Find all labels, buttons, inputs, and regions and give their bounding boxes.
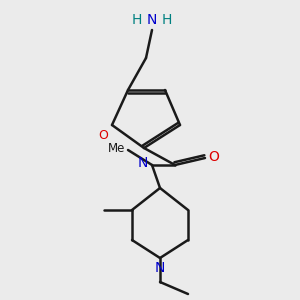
Text: O: O	[98, 129, 108, 142]
Text: N: N	[155, 261, 165, 275]
Text: H: H	[132, 13, 142, 27]
Text: Me: Me	[108, 142, 125, 155]
Text: N: N	[138, 156, 148, 170]
Text: H: H	[162, 13, 172, 27]
Text: N: N	[147, 13, 157, 27]
Text: O: O	[208, 150, 219, 164]
